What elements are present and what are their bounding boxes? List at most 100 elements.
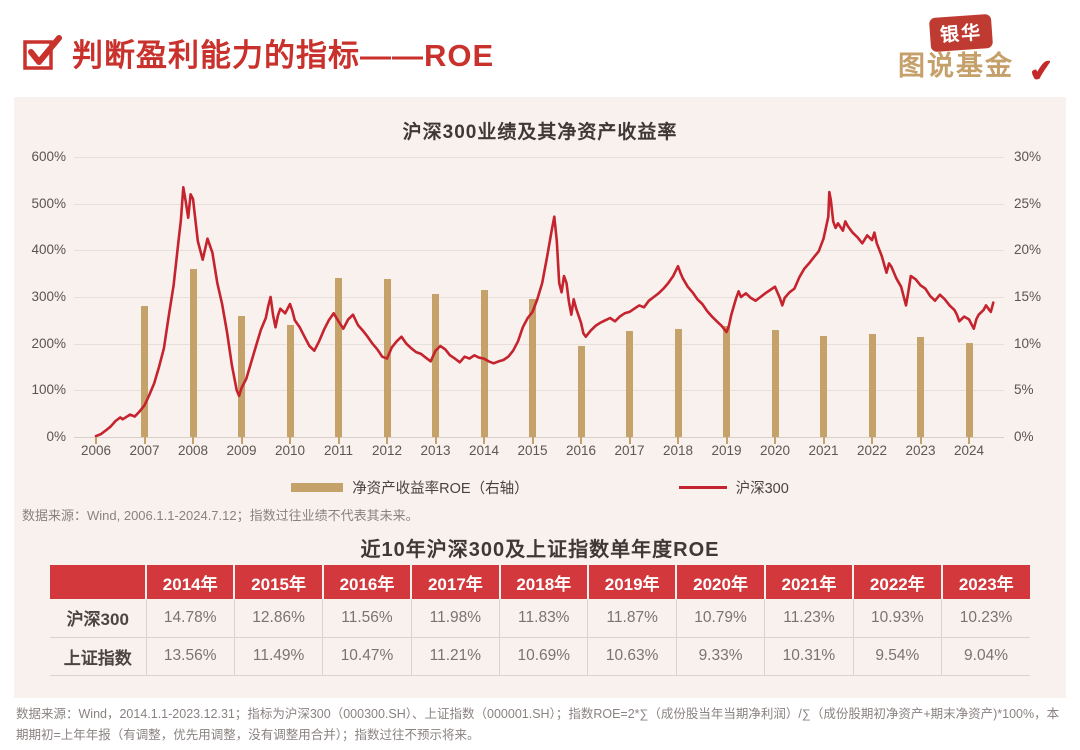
roe-bar-2007 <box>141 306 148 437</box>
x-tick-mark <box>774 437 776 444</box>
table-header-cell: 2021年 <box>763 565 854 599</box>
roe-bar-2009 <box>238 315 245 437</box>
y-axis-label-left: 500% <box>31 195 66 211</box>
x-tick-mark <box>531 437 534 444</box>
table-header-cell: 2017年 <box>410 565 500 599</box>
x-tick-mark <box>822 437 825 444</box>
x-tick-mark <box>580 437 582 444</box>
hs300-line <box>94 185 995 438</box>
roe-bar-2024 <box>965 342 973 437</box>
x-axis-label-2023: 2023 <box>905 443 936 458</box>
x-tick-mark <box>725 437 728 444</box>
roe-bar-2011 <box>335 278 342 437</box>
table-row-label: 上证指数 <box>50 637 146 676</box>
roe-bar-2014 <box>480 289 488 437</box>
table-cell: 11.83% <box>499 599 588 638</box>
roe-bar-2010 <box>286 325 294 437</box>
line-swatch-icon <box>678 486 727 489</box>
x-axis-label-2016: 2016 <box>565 443 597 458</box>
table-header-cell: 2018年 <box>498 565 588 599</box>
x-axis-label-2009: 2009 <box>226 443 257 458</box>
logo-text: 图说基金 <box>898 51 1014 81</box>
roe-bar-2017 <box>626 330 633 437</box>
roe-bar-2021 <box>820 336 827 437</box>
content-panel: 沪深300业绩及其净资产收益率 0% 100% 200% 300% 400% 500% 60… <box>14 97 1066 698</box>
gridline <box>74 157 1004 158</box>
x-tick-mark <box>95 437 97 444</box>
table-header-cell: 2022年 <box>852 565 942 599</box>
y-axis-label-left: 600% <box>31 149 66 164</box>
x-tick-mark <box>677 437 679 444</box>
table-cell: 10.63% <box>587 637 677 676</box>
gridline <box>74 343 1004 345</box>
y-axis-label-right: 20% <box>1014 242 1042 258</box>
x-axis-label-2017: 2017 <box>614 443 645 458</box>
page-title: 判断盈利能力的指标——ROE <box>72 38 495 73</box>
x-axis-label-2018: 2018 <box>662 443 694 458</box>
legend-label-roe: 净资产收益率ROE（右轴） <box>352 481 529 497</box>
table-header-cell: 2015年 <box>233 565 323 599</box>
title-wrap: 判断盈利能力的指标——ROE <box>22 30 494 75</box>
table-title: 近10年沪深300及上证指数单年度ROE <box>360 539 720 561</box>
table-header-cell: 2016年 <box>321 565 412 599</box>
x-tick-mark <box>192 437 194 444</box>
x-axis-label-2019: 2019 <box>711 443 742 458</box>
table-header-row: 2014年 2015年 2016年 2017年 2018年 2019年 2020年 2021年… <box>50 565 1030 599</box>
y-axis-label-left: 100% <box>31 382 66 398</box>
table-cell: 11.56% <box>322 599 412 638</box>
x-axis-label-2022: 2022 <box>856 443 888 458</box>
x-tick-mark <box>871 437 873 444</box>
table-cell: 10.23% <box>941 599 1030 638</box>
x-axis-label-2008: 2008 <box>177 443 209 458</box>
gridline <box>74 390 1004 392</box>
roe-bar-2013 <box>432 294 439 437</box>
table-cell: 11.98% <box>410 599 500 638</box>
hs300-line-path <box>94 185 995 438</box>
x-axis-label-2020: 2020 <box>759 443 791 458</box>
x-axis-label-2015: 2015 <box>517 443 548 458</box>
checkbox-check-icon <box>22 33 62 73</box>
x-axis-label-2014: 2014 <box>468 443 500 458</box>
table-corner-cell <box>50 565 146 599</box>
chart-source-note: 数据来源：Wind, 2006.1.1-2024.7.12；指数过往业绩不代表其… <box>22 508 419 523</box>
x-tick-mark <box>968 437 970 444</box>
table-row: 上证指数 13.56% 11.49% 10.47% 11.21% 10.69% 10.63%… <box>50 637 1030 676</box>
header: 判断盈利能力的指标——ROE 银华 图说基金 ✔ <box>0 0 1080 97</box>
table-header-cell: 2019年 <box>586 565 677 599</box>
table-cell: 11.87% <box>587 599 677 638</box>
table-cell: 10.31% <box>764 637 854 676</box>
x-tick-mark <box>240 437 243 444</box>
table-cell: 14.78% <box>145 599 235 638</box>
chart-legend: 净资产收益率ROE（右轴） 沪深300 <box>14 477 1066 498</box>
logo-check-icon: ✔ <box>1027 53 1056 90</box>
x-tick-mark <box>337 437 340 444</box>
y-axis-label-right: 10% <box>1014 335 1042 351</box>
x-axis-label-2007: 2007 <box>129 443 160 458</box>
y-axis-label-right: 25% <box>1014 195 1042 211</box>
gridline <box>74 203 1004 205</box>
brand-logo: 银华 图说基金 ✔ <box>896 10 1056 90</box>
legend-item-hs300: 沪深300 <box>678 477 789 498</box>
table-cell: 13.56% <box>145 637 235 676</box>
table-cell: 9.54% <box>852 637 942 676</box>
chart-plot-area <box>74 157 1004 444</box>
bar-swatch-icon <box>291 483 344 492</box>
table-row-label: 沪深300 <box>50 599 146 638</box>
y-axis-label-right: 5% <box>1014 382 1034 398</box>
x-axis-label-2024: 2024 <box>953 443 985 458</box>
chart-title: 沪深300业绩及其净资产收益率 <box>402 122 678 143</box>
x-tick-mark <box>628 437 631 444</box>
x-tick-mark <box>289 437 291 444</box>
x-tick-mark <box>434 437 437 444</box>
y-axis-label-left: 0% <box>46 429 66 444</box>
x-tick-mark <box>386 437 388 444</box>
roe-bar-2016 <box>577 345 585 437</box>
table-cell: 10.79% <box>675 599 765 638</box>
table-cell: 10.93% <box>852 599 942 638</box>
y-axis-label-left: 200% <box>31 335 66 351</box>
x-tick-mark <box>143 437 146 444</box>
table-cell: 11.21% <box>410 637 500 676</box>
x-axis-label-2006: 2006 <box>80 443 112 458</box>
gridline <box>74 250 1004 252</box>
